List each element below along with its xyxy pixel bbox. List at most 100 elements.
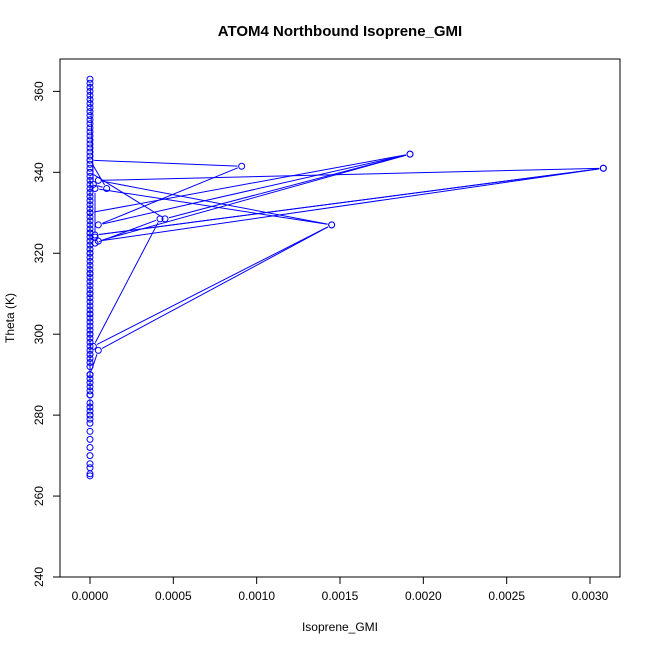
x-tick-label: 0.0010 <box>238 589 275 603</box>
data-point <box>86 189 94 197</box>
series-line-segment <box>96 226 329 345</box>
x-tick-label: 0.0015 <box>322 589 359 603</box>
data-point <box>94 346 102 354</box>
data-point <box>86 128 94 136</box>
data-point <box>86 371 94 379</box>
data-point <box>86 415 94 423</box>
data-point <box>86 452 94 460</box>
x-tick-label: 0.0030 <box>572 589 609 603</box>
x-tick-label: 0.0000 <box>72 589 109 603</box>
data-point <box>86 460 94 468</box>
data-point <box>86 363 94 371</box>
series-line-segment <box>168 154 407 219</box>
data-point <box>86 168 94 176</box>
y-tick-label: 240 <box>32 567 46 587</box>
data-point <box>86 108 94 116</box>
data-point <box>86 334 94 342</box>
data-point <box>86 403 94 411</box>
data-point <box>86 217 94 225</box>
data-point <box>86 290 94 298</box>
data-point <box>86 444 94 451</box>
data-point <box>86 359 94 367</box>
data-point <box>86 213 94 221</box>
data-point <box>91 185 99 192</box>
chart-title: ATOM4 Northbound Isoprene_GMI <box>218 23 462 40</box>
data-point <box>156 215 164 223</box>
data-point <box>86 399 94 407</box>
data-point <box>86 411 94 419</box>
series-line-segment <box>94 222 159 343</box>
data-point <box>161 215 169 223</box>
data-point <box>86 350 94 358</box>
data-point <box>86 75 94 83</box>
data-point <box>86 472 94 480</box>
data-point <box>86 261 94 269</box>
x-tick-label: 0.0005 <box>155 589 192 603</box>
data-point <box>86 156 94 164</box>
data-point <box>86 79 94 87</box>
series-line-segment <box>102 154 407 241</box>
x-axis: 0.0000 0.0005 0.0010 0.0015 0.0020 0.0025 0.00… <box>72 576 609 603</box>
data-point <box>86 144 94 152</box>
data-point <box>86 354 94 362</box>
data-point <box>86 314 94 322</box>
data-point <box>86 152 94 160</box>
data-point <box>86 383 94 391</box>
data-point <box>86 391 94 399</box>
data-point <box>86 249 94 257</box>
data-point <box>86 253 94 261</box>
data-point <box>86 245 94 253</box>
data-point <box>86 148 94 156</box>
x-tick-label: 0.0020 <box>405 589 442 603</box>
data-point <box>86 209 94 217</box>
series-line-segment <box>99 188 328 225</box>
data-point <box>86 257 94 265</box>
data-point <box>86 310 94 318</box>
data-point <box>86 116 94 124</box>
data-point <box>86 342 94 350</box>
data-point <box>86 91 94 99</box>
data-point <box>86 112 94 120</box>
y-tick-label: 260 <box>32 486 46 506</box>
data-point <box>406 150 414 158</box>
y-axis: 240 260 280 300 320 340 360 <box>32 81 61 587</box>
data-point <box>86 100 94 108</box>
data-point <box>86 302 94 310</box>
series-line-segment <box>101 226 329 349</box>
data-point <box>86 322 94 330</box>
data-point <box>86 435 94 443</box>
data-point <box>86 375 94 383</box>
data-point <box>86 197 94 205</box>
x-tick-label: 0.0025 <box>488 589 525 603</box>
data-point <box>599 164 607 172</box>
data-point <box>86 265 94 273</box>
data-point <box>86 225 94 233</box>
data-point <box>86 419 94 427</box>
data-point <box>86 278 94 286</box>
series-line-segment <box>94 154 406 213</box>
data-point <box>89 180 97 188</box>
plot-area-frame <box>59 58 621 578</box>
data-point <box>103 185 111 192</box>
data-point <box>86 407 94 415</box>
series-layer <box>86 75 607 480</box>
data-point <box>94 221 102 229</box>
data-point <box>86 318 94 326</box>
data-point <box>86 164 94 172</box>
data-point <box>86 205 94 213</box>
data-point <box>86 87 94 95</box>
data-point <box>86 379 94 387</box>
data-point <box>91 239 99 247</box>
y-tick-label: 300 <box>32 324 46 344</box>
data-point <box>86 120 94 128</box>
data-point <box>86 286 94 294</box>
series-line-segment <box>98 219 157 243</box>
data-point <box>328 221 336 229</box>
series-line-segment <box>102 180 328 225</box>
data-point <box>86 330 94 338</box>
y-tick-label: 360 <box>32 81 46 101</box>
data-point <box>86 172 94 180</box>
data-point <box>86 180 94 188</box>
data-point <box>86 221 94 229</box>
data-point <box>86 140 94 148</box>
